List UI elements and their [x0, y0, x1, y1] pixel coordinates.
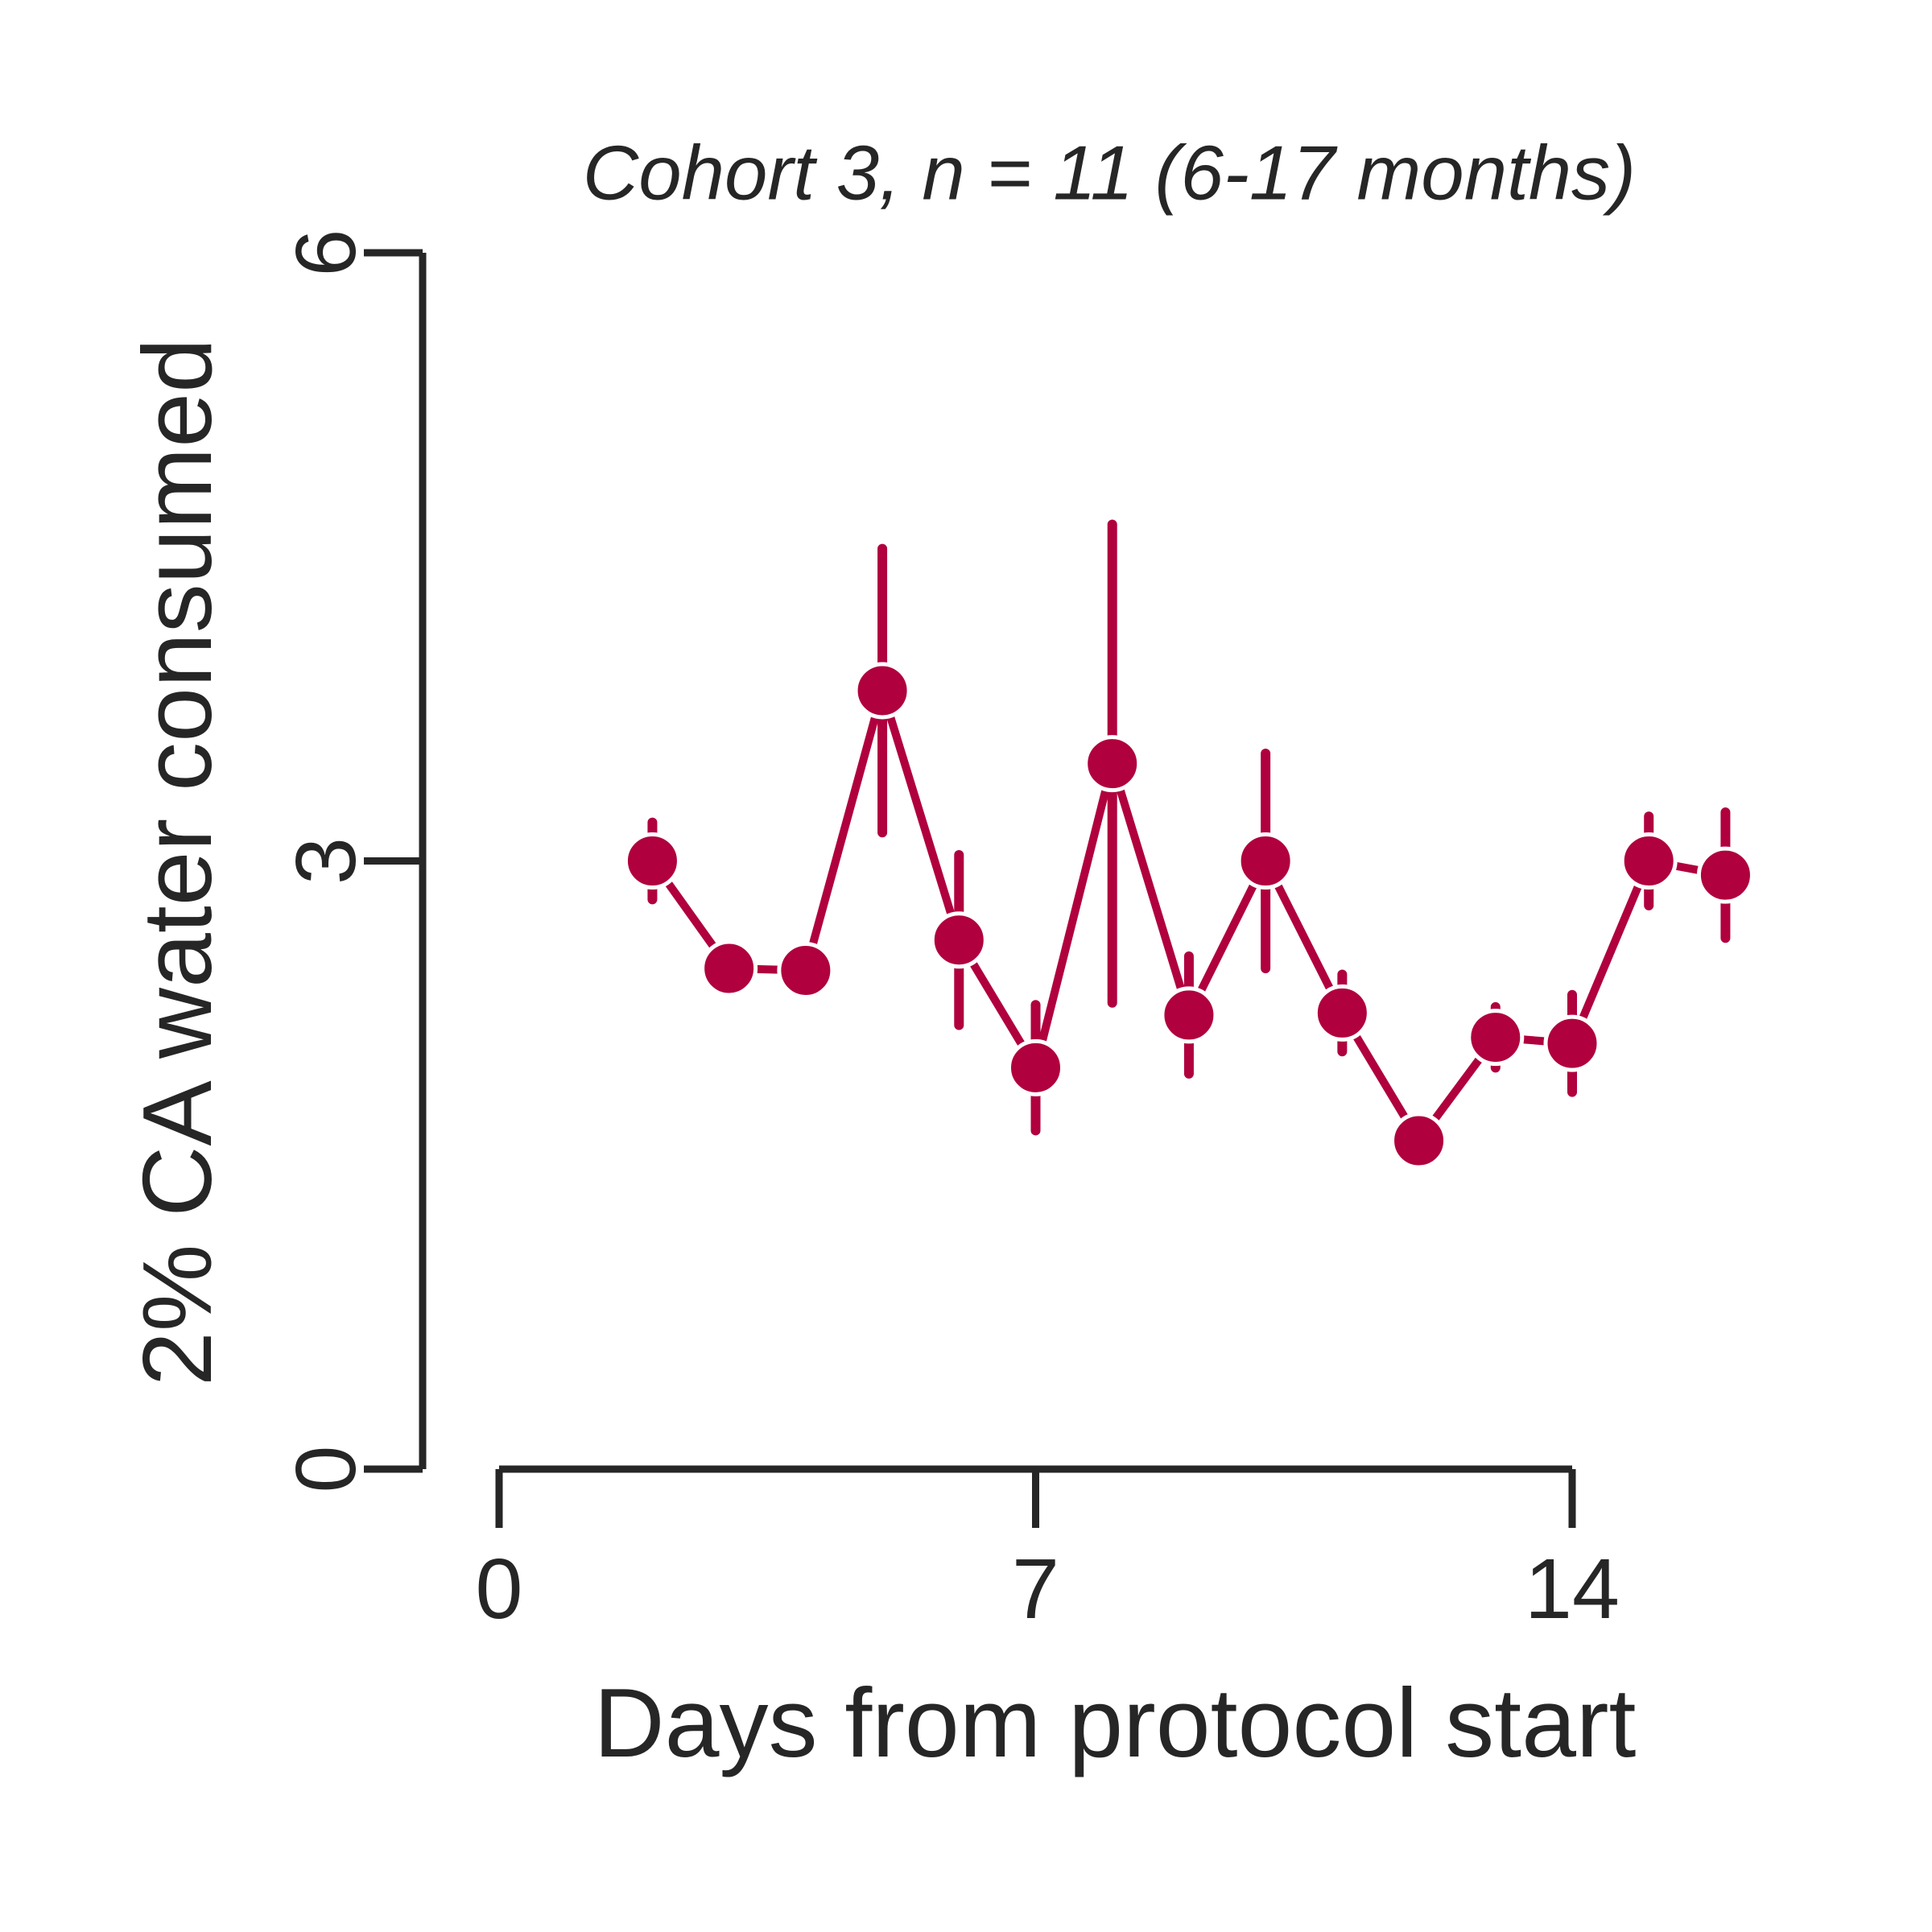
data-point: [623, 832, 681, 890]
x-axis-label: Days from protocol start: [594, 1668, 1637, 1777]
data-point: [1467, 1009, 1525, 1067]
data-point: [1084, 735, 1141, 793]
data-point: [1236, 832, 1294, 890]
data-point: [777, 941, 835, 999]
data-point: [1390, 1112, 1448, 1170]
data-point: [700, 939, 758, 997]
data-point: [1313, 984, 1371, 1042]
data-point: [1620, 832, 1678, 890]
y-tick-label: 0: [279, 1446, 374, 1493]
data-point: [1007, 1038, 1064, 1096]
x-tick-label: 0: [476, 1542, 523, 1637]
data-point: [1160, 986, 1218, 1044]
data-point: [1543, 1014, 1601, 1072]
y-tick-label: 6: [279, 229, 374, 277]
data-point: [853, 662, 911, 720]
data-point: [1696, 846, 1754, 904]
data-point: [930, 911, 988, 969]
chart-title: Cohort 3, n = 11 (6-17 months): [583, 130, 1636, 216]
x-tick-label: 14: [1525, 1542, 1620, 1637]
y-tick-label: 3: [279, 837, 374, 885]
y-axis-label: 2% CA water consumed: [122, 338, 232, 1386]
x-tick-label: 7: [1012, 1542, 1059, 1637]
